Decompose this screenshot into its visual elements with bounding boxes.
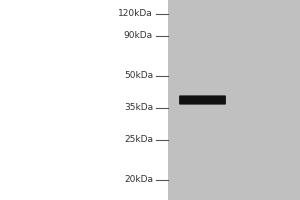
Text: 90kDa: 90kDa <box>124 31 153 40</box>
Text: 120kDa: 120kDa <box>118 9 153 19</box>
Text: 50kDa: 50kDa <box>124 72 153 80</box>
Text: 25kDa: 25kDa <box>124 136 153 144</box>
Bar <box>168 0 300 200</box>
Text: 20kDa: 20kDa <box>124 176 153 184</box>
Text: 35kDa: 35kDa <box>124 104 153 112</box>
FancyBboxPatch shape <box>179 95 226 105</box>
